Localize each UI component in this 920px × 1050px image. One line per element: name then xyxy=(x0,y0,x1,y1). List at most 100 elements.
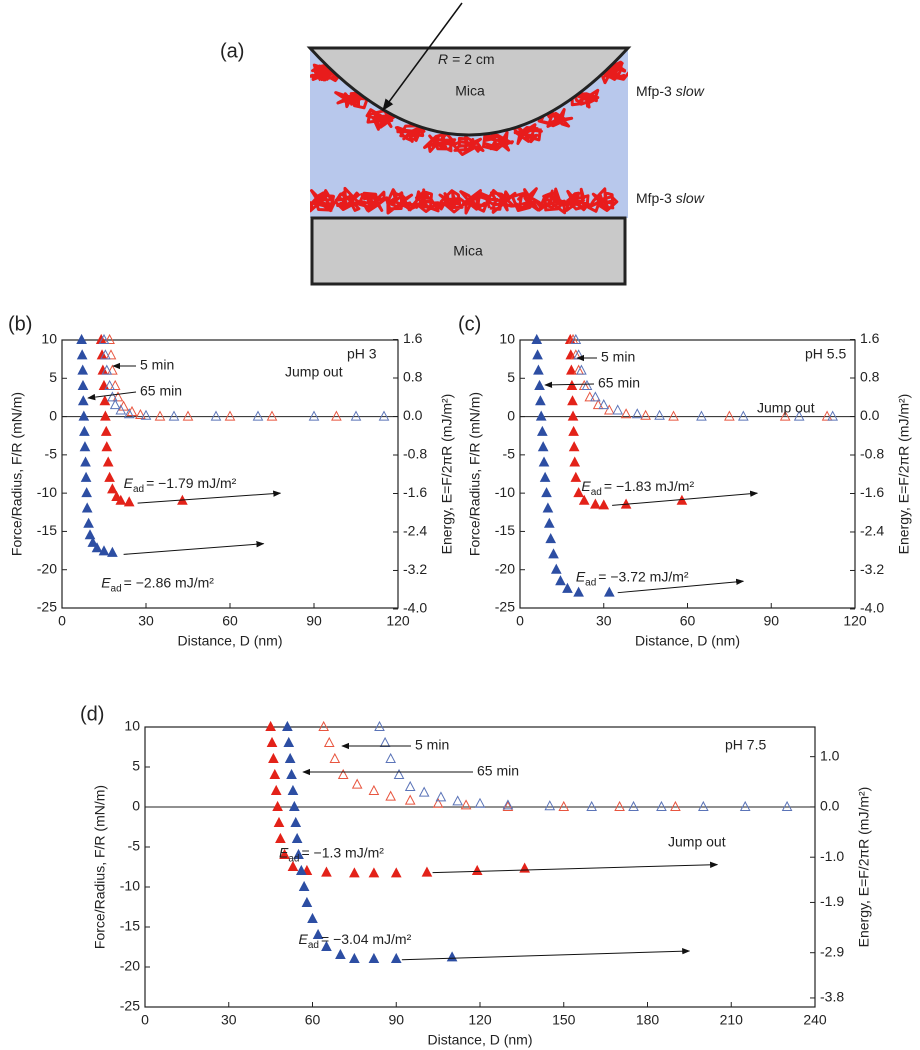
data-point xyxy=(135,408,146,420)
bottom-surface-label: Mica xyxy=(453,243,483,259)
x-axis-title: Distance, D (nm) xyxy=(177,633,282,649)
y-tick-label: -25 xyxy=(37,599,57,615)
data-point xyxy=(821,410,833,421)
film-condition: slow xyxy=(676,190,705,206)
data-point xyxy=(107,546,118,557)
data-point xyxy=(654,409,665,420)
diagram: (a) R = 2 cm Mica Mica Mfp-3 slow Mfp-3 slo… xyxy=(220,2,705,286)
x-tick-label: 180 xyxy=(636,1012,660,1028)
data-point xyxy=(698,800,709,811)
panel-label: (a) xyxy=(220,40,244,62)
data-point xyxy=(81,487,92,498)
protein-squiggle xyxy=(385,188,414,215)
data-point xyxy=(573,586,584,597)
data-point xyxy=(502,799,514,810)
data-point xyxy=(329,752,341,763)
data-point xyxy=(598,499,610,510)
data-point xyxy=(100,425,112,436)
data-point xyxy=(555,575,566,586)
y2-tick-label: -3.8 xyxy=(820,989,844,1005)
protein-squiggle xyxy=(509,123,543,145)
data-point xyxy=(79,441,91,452)
data-point xyxy=(350,410,362,421)
data-point xyxy=(566,364,577,375)
x-tick-label: 240 xyxy=(803,1012,827,1028)
y2-tick-label: 0.0 xyxy=(860,407,880,423)
data-point xyxy=(101,441,113,452)
protein-squiggle xyxy=(365,108,398,131)
data-point xyxy=(270,784,282,795)
data-point xyxy=(640,409,651,420)
energy-value: = −1.79 mJ/m² xyxy=(146,475,237,491)
protein-squiggle xyxy=(407,188,440,213)
data-point xyxy=(279,848,290,859)
energy-symbol: E xyxy=(581,478,591,494)
y-tick-label: 10 xyxy=(124,718,140,734)
energy-value: = −3.04 mJ/m² xyxy=(321,931,412,947)
energy-symbol: E xyxy=(101,574,111,590)
data-point xyxy=(573,487,584,498)
protein-squiggle xyxy=(535,187,567,215)
y-tick-label: 0 xyxy=(49,407,57,423)
radius-arrow xyxy=(382,2,463,111)
film-label: Mfp-3 slow xyxy=(636,83,705,99)
energy-annotation: Ead = −1.79 mJ/m² xyxy=(124,475,237,495)
y-axis-title: Force/Radius, F/R (mN/m) xyxy=(92,785,108,949)
data-point xyxy=(670,800,681,811)
y2-tick-label: -1.6 xyxy=(403,484,427,500)
data-point xyxy=(446,951,458,962)
data-point xyxy=(537,441,549,452)
data-point xyxy=(567,395,578,406)
time-label: 5 min xyxy=(140,357,174,373)
data-point xyxy=(562,582,573,593)
data-point xyxy=(80,471,92,482)
protein-squiggle xyxy=(310,189,336,213)
protein-squiggle xyxy=(482,130,514,152)
condition-label: pH 7.5 xyxy=(725,737,766,753)
data-point xyxy=(404,794,416,805)
data-point xyxy=(76,333,87,344)
data-point xyxy=(542,502,554,513)
data-point xyxy=(578,494,590,505)
time-label: 65 min xyxy=(477,763,519,779)
data-point xyxy=(474,797,486,808)
x-tick-label: 0 xyxy=(58,613,66,629)
data-point xyxy=(272,800,283,811)
energy-subscript: ad xyxy=(591,487,602,498)
data-point xyxy=(827,410,838,421)
y-tick-label: -20 xyxy=(495,560,515,576)
jump-arrow xyxy=(137,490,282,504)
data-point xyxy=(268,752,279,763)
y-tick-label: -20 xyxy=(120,958,140,974)
energy-symbol: E xyxy=(279,844,289,860)
protein-squiggle xyxy=(334,89,370,110)
y-tick-label: -5 xyxy=(128,838,141,854)
data-point xyxy=(378,410,390,421)
y2-axis-title: Energy, E=F/2πR (mJ/m²) xyxy=(856,787,872,948)
y-axis-title: Force/Radius, F/R (mN/m) xyxy=(467,392,483,556)
jump-arrow xyxy=(612,490,759,506)
y2-tick-label: -0.8 xyxy=(860,446,884,462)
data-point xyxy=(283,736,295,747)
y2-tick-label: 1.6 xyxy=(860,330,880,346)
film-protein: Mfp-3 xyxy=(636,83,672,99)
film-label: Mfp-3 slow xyxy=(636,190,705,206)
data-point xyxy=(100,349,111,360)
data-point xyxy=(265,720,276,731)
data-point xyxy=(331,410,342,421)
jump-label: Jump out xyxy=(285,364,343,380)
y2-tick-label: 1.6 xyxy=(403,330,423,346)
energy-annotation: Ead = −1.83 mJ/m² xyxy=(581,478,694,498)
y-tick-label: -10 xyxy=(37,484,57,500)
jump-arrow xyxy=(123,541,265,555)
energy-value: = −3.72 mJ/m² xyxy=(598,568,689,584)
x-tick-label: 60 xyxy=(680,613,696,629)
data-point xyxy=(81,502,93,513)
data-point xyxy=(308,410,320,421)
protein-squiggle xyxy=(394,124,426,143)
time-arrow xyxy=(544,381,595,389)
data-point xyxy=(570,471,582,482)
data-point xyxy=(537,425,548,436)
data-point xyxy=(620,408,632,419)
